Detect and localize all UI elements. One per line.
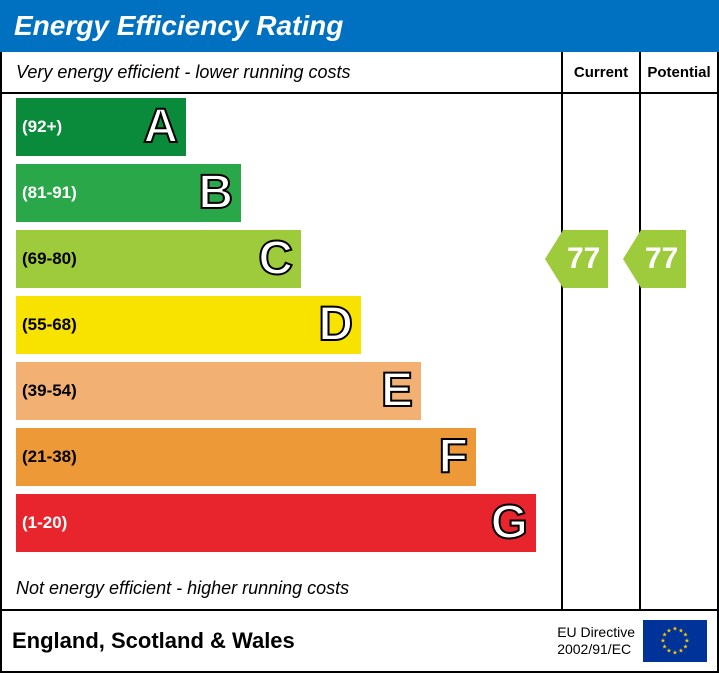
- chart-footer: England, Scotland & Wales EU Directive 2…: [0, 611, 719, 673]
- rating-value-current: 77: [563, 230, 608, 288]
- directive-text: EU Directive 2002/91/EC: [557, 624, 635, 658]
- column-header-current: Current: [563, 52, 639, 94]
- eu-star-icon: ★: [660, 638, 665, 645]
- header-divider: [2, 92, 561, 94]
- eu-star-icon: ★: [672, 650, 677, 657]
- band-b: (81-91) B: [16, 164, 241, 222]
- chart-title: Energy Efficiency Rating: [0, 0, 719, 52]
- rating-value-potential: 77: [641, 230, 686, 288]
- eu-star-icon: ★: [666, 627, 671, 634]
- eu-star-icon: ★: [672, 626, 677, 633]
- band-d: (55-68) D: [16, 296, 361, 354]
- bands-area: Very energy efficient - lower running co…: [2, 52, 561, 609]
- eu-flag-icon: ★★★★★★★★★★★★: [643, 620, 707, 662]
- band-a: (92+) A: [16, 98, 186, 156]
- rating-pointer-current: 77: [545, 230, 608, 288]
- pointer-arrow-current: [545, 230, 563, 288]
- band-letter-c: C: [258, 235, 293, 283]
- caption-efficient: Very energy efficient - lower running co…: [16, 62, 351, 83]
- band-range-f: (21-38): [16, 447, 77, 467]
- band-letter-b: B: [198, 169, 233, 217]
- band-range-g: (1-20): [16, 513, 67, 533]
- band-g: (1-20) G: [16, 494, 536, 552]
- band-letter-d: D: [318, 301, 353, 349]
- directive-line1: EU Directive: [557, 624, 635, 641]
- band-c: (69-80) C: [16, 230, 301, 288]
- directive-line2: 2002/91/EC: [557, 641, 635, 658]
- epc-rating-chart: Energy Efficiency Rating Very energy eff…: [0, 0, 719, 675]
- column-current: Current 77: [561, 52, 639, 609]
- footer-region: England, Scotland & Wales: [12, 628, 295, 654]
- band-letter-g: G: [491, 499, 528, 547]
- band-letter-f: F: [439, 433, 468, 481]
- band-range-d: (55-68): [16, 315, 77, 335]
- band-range-a: (92+): [16, 117, 62, 137]
- band-range-c: (69-80): [16, 249, 77, 269]
- band-e: (39-54) E: [16, 362, 421, 420]
- band-f: (21-38) F: [16, 428, 476, 486]
- footer-directive: EU Directive 2002/91/EC ★★★★★★★★★★★★: [557, 620, 707, 662]
- rating-pointer-potential: 77: [623, 230, 686, 288]
- chart-body: Very energy efficient - lower running co…: [0, 52, 719, 611]
- band-letter-e: E: [381, 367, 413, 415]
- column-potential: Potential 77: [639, 52, 717, 609]
- caption-inefficient: Not energy efficient - higher running co…: [16, 578, 349, 599]
- eu-star-icon: ★: [662, 644, 667, 651]
- band-letter-a: A: [143, 103, 178, 151]
- column-header-potential: Potential: [641, 52, 717, 94]
- eu-star-icon: ★: [678, 648, 683, 655]
- band-range-b: (81-91): [16, 183, 77, 203]
- band-range-e: (39-54): [16, 381, 77, 401]
- pointer-arrow-potential: [623, 230, 641, 288]
